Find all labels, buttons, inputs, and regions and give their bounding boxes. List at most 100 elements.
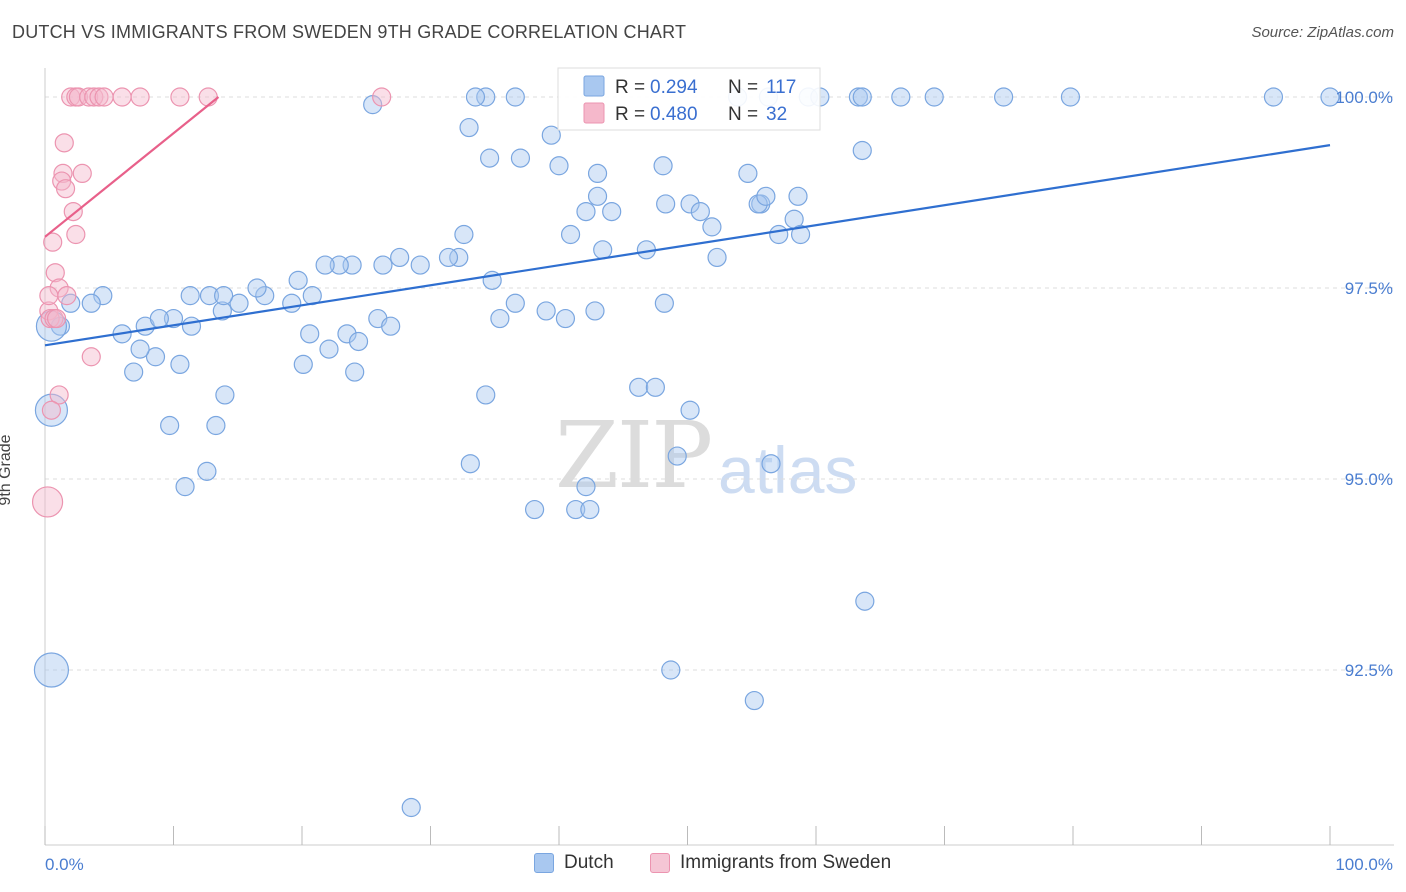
dutch-point [130, 339, 150, 359]
sweden-point [45, 263, 65, 283]
dutch-point [761, 454, 781, 474]
dutch-point [756, 186, 776, 206]
dutch-point [212, 301, 232, 321]
dutch-point [576, 477, 596, 497]
dutch-point [206, 415, 226, 436]
dutch-point [215, 385, 235, 405]
watermark-zip: ZIP [555, 402, 713, 509]
gridlines [45, 96, 1394, 671]
x-tick-label: 100.0% [1335, 855, 1393, 874]
dutch-point [667, 446, 687, 466]
dutch-point [505, 293, 525, 313]
bottom-legend: Dutch Immigrants from Sweden [0, 852, 1406, 878]
dutch-point [319, 339, 339, 359]
dutch-point [34, 393, 69, 427]
dutch-point [315, 255, 335, 275]
dutch-point [214, 286, 234, 306]
dutch-point [510, 148, 531, 168]
dutch-point [149, 308, 169, 329]
legend-item-sweden[interactable]: Immigrants from Sweden [650, 852, 891, 874]
chart-title: DUTCH VS IMMIGRANTS FROM SWEDEN 9TH GRAD… [12, 22, 687, 42]
data-points [31, 87, 1340, 818]
dutch-point [476, 385, 496, 405]
dutch-point [282, 293, 302, 313]
legend-swatch-sweden [650, 853, 670, 873]
sweden-point [46, 308, 67, 329]
watermark-atlas: atlas [718, 433, 858, 507]
dutch-point [337, 324, 357, 344]
dutch-point [653, 156, 673, 176]
dutch-point [454, 224, 474, 245]
dutch-point [373, 255, 393, 275]
legend-item-dutch[interactable]: Dutch [534, 852, 614, 874]
sweden-point [63, 202, 83, 222]
dutch-point [1263, 87, 1284, 107]
dutch-point [255, 286, 275, 306]
y-tick-label: 97.5% [1345, 279, 1393, 298]
dutch-point [490, 308, 510, 329]
dutch-point [180, 286, 200, 306]
r-value: 0.480 [650, 104, 698, 125]
trend-lines [44, 96, 1331, 347]
dutch-point [748, 194, 768, 214]
legend-swatch-dutch [534, 853, 554, 873]
dutch-point [93, 286, 113, 306]
dutch-point [891, 87, 911, 107]
dutch-point [81, 293, 101, 313]
dutch-point [181, 316, 202, 336]
legend-label-dutch: Dutch [564, 852, 614, 873]
dutch-point [549, 156, 569, 176]
dutch-point [1060, 87, 1081, 107]
dutch-point [602, 202, 622, 222]
dutch-point [410, 255, 430, 275]
dutch-point [293, 354, 313, 374]
dutch-point [566, 499, 586, 520]
dutch-point [33, 652, 70, 688]
axes [44, 68, 1394, 846]
dutch-point [855, 591, 875, 611]
stats-legend: R = 0.294 N = 117 R = 0.480 N = 32 [557, 67, 821, 131]
sweden-point [49, 278, 69, 298]
dutch-point [401, 797, 421, 818]
dutch-point [702, 217, 722, 237]
r-value: 0.294 [650, 77, 698, 98]
dutch-point [707, 247, 727, 268]
y-tick-label: 100.0% [1335, 88, 1393, 107]
dutch-point [175, 477, 195, 497]
dutch-point [560, 224, 581, 245]
dutch-point [576, 202, 596, 222]
dutch-point [656, 194, 676, 214]
dutch-point [345, 362, 365, 382]
dutch-point [247, 278, 267, 298]
sweden-point [130, 87, 150, 107]
n-label: N = [728, 77, 758, 98]
dutch-point [580, 499, 600, 520]
dutch-point [170, 354, 190, 374]
dutch-point [300, 324, 320, 344]
dutch-point [680, 400, 700, 420]
dutch-point [661, 660, 681, 680]
dutch-point [460, 454, 480, 474]
dutch-point [524, 499, 545, 520]
dutch-point [645, 377, 665, 397]
dutch-point [994, 87, 1014, 107]
dutch-point [288, 270, 308, 290]
sweden-point [84, 87, 104, 107]
sweden-point [54, 133, 74, 153]
dutch-point [680, 194, 700, 214]
dutch-point [505, 87, 525, 107]
sweden-trend-line [44, 96, 220, 238]
r-label: R = [615, 104, 645, 125]
dutch-point [852, 140, 872, 161]
dutch-point [476, 87, 496, 107]
sweden-point [66, 224, 86, 245]
n-value: 32 [766, 104, 787, 125]
sweden-point [94, 87, 114, 107]
dutch-point [654, 293, 674, 313]
dutch-point [229, 293, 249, 313]
dutch-point [145, 347, 166, 367]
sweden-point [57, 286, 77, 306]
sweden-point [31, 486, 64, 518]
n-label: N = [728, 104, 758, 125]
